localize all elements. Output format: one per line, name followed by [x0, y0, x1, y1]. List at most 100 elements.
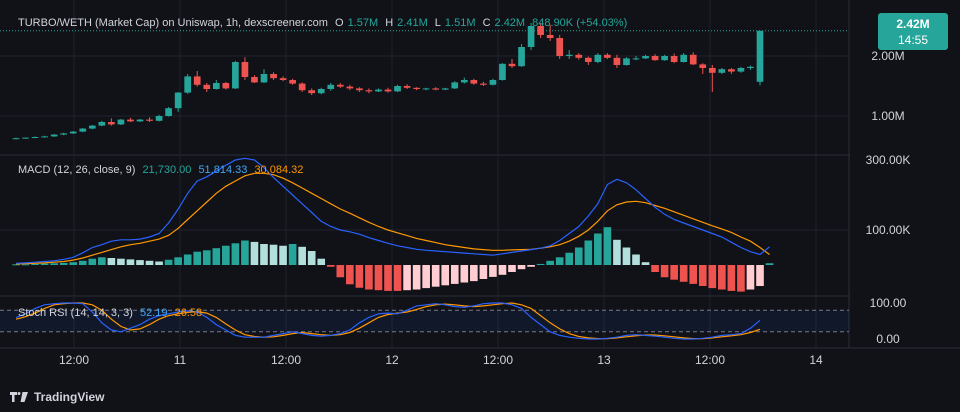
macd-histogram-bar	[164, 259, 173, 265]
macd-histogram-bar	[622, 247, 631, 265]
macd-histogram-bar	[231, 243, 240, 265]
macd-histogram-bar	[422, 265, 430, 289]
macd-histogram-bar	[765, 263, 774, 265]
candle-body	[327, 84, 335, 89]
macd-histogram-bar	[584, 240, 593, 265]
macd-histogram-bar	[31, 263, 39, 265]
candle-body	[518, 47, 525, 67]
stoch-tick-label: 0.00	[876, 332, 900, 346]
macd-histogram-bar	[403, 265, 411, 291]
macd-histogram-bar	[260, 244, 268, 265]
macd-histogram-bar	[641, 262, 650, 265]
macd-histogram-bar	[298, 246, 306, 265]
high-label: H	[385, 17, 394, 29]
macd-histogram-bar	[718, 265, 726, 290]
macd-histogram-bar	[288, 244, 297, 265]
tradingview-branding[interactable]: TradingView	[10, 390, 104, 404]
macd-line-value: 51,814.33	[198, 164, 248, 176]
macd-histogram-bar	[250, 241, 259, 265]
macd-histogram-bar	[21, 264, 30, 266]
candle-body	[108, 122, 115, 125]
macd-histogram-bar	[40, 263, 49, 265]
macd-histogram-bar	[355, 265, 364, 288]
candle-body	[50, 134, 58, 137]
time-tick-label: 13	[597, 353, 611, 367]
candle-body	[356, 88, 363, 91]
macd-histogram-bar	[527, 265, 535, 267]
candle-body	[413, 87, 420, 89]
candle-body	[747, 66, 754, 68]
candle-body	[251, 77, 258, 83]
tradingview-logo-icon	[10, 392, 28, 402]
candle-body	[203, 84, 211, 89]
candle-body	[728, 69, 735, 72]
candle-body	[489, 80, 497, 85]
candle-body	[336, 84, 344, 87]
stoch-k-value: 52.19	[140, 307, 168, 319]
candle-body	[60, 133, 68, 135]
candle-body	[317, 89, 325, 94]
stoch-label: Stoch RSI (14, 14, 3, 3)	[18, 307, 133, 319]
candle-body	[632, 58, 640, 60]
candle-body	[422, 88, 430, 90]
time-tick-label: 12:00	[59, 353, 89, 367]
candle-body	[508, 63, 516, 67]
macd-histogram-bar	[107, 258, 116, 265]
candle-body	[470, 80, 478, 84]
close-value: 2.42M	[494, 17, 526, 29]
macd-histogram-bar	[212, 248, 221, 265]
candle-body	[365, 90, 373, 92]
macd-legend: MACD (12, 26, close, 9) 21,730.00 51,814…	[18, 164, 307, 176]
macd-histogram-bar	[660, 265, 669, 278]
macd-histogram-bar	[193, 251, 202, 265]
symbol-title: TURBO/WETH (Market Cap) on Uniswap, 1h, …	[18, 17, 328, 29]
candle-body	[79, 128, 87, 132]
macd-signal-line	[15, 172, 770, 265]
macd-histogram-bar	[689, 265, 698, 284]
candle-body	[651, 56, 659, 61]
macd-histogram-bar	[202, 250, 211, 265]
macd-histogram-bar	[117, 258, 125, 265]
candle-body	[98, 122, 106, 126]
candle-body	[604, 54, 611, 58]
candle-body	[298, 83, 306, 91]
last-price-tag: 2.42M 14:55	[878, 13, 948, 50]
candle-body	[565, 54, 573, 56]
macd-histogram-bar	[412, 265, 421, 290]
candle-body	[451, 82, 459, 89]
candle-body	[222, 83, 230, 89]
candle-body	[193, 76, 201, 85]
candle-body	[642, 56, 649, 59]
close-label: C	[482, 17, 491, 29]
candle-body	[441, 88, 449, 90]
candle-body	[480, 83, 487, 85]
macd-histogram-bar	[737, 265, 745, 292]
candle-body	[546, 35, 554, 38]
macd-histogram-bar	[346, 265, 354, 285]
candle-body	[41, 136, 48, 138]
macd-histogram-bar	[365, 265, 373, 290]
macd-histogram-bar	[470, 265, 478, 282]
macd-histogram-bar	[155, 261, 163, 265]
macd-histogram-bar	[98, 257, 106, 265]
price-tick-label: 2.00M	[871, 49, 904, 63]
macd-histogram-bar	[279, 245, 287, 265]
macd-hist-value: 21,730.00	[142, 164, 192, 176]
macd-histogram-bar	[460, 265, 469, 283]
candle-body	[403, 86, 411, 88]
candle-body	[537, 26, 544, 35]
candle-body	[680, 54, 688, 62]
change-value: 848.90K (+54.03%)	[532, 17, 628, 29]
macd-signal-value: 30,084.32	[254, 164, 304, 176]
macd-tick-label: 100.00K	[866, 223, 911, 237]
open-value: 1.57M	[347, 17, 379, 29]
candle-body	[384, 89, 392, 92]
candle-body	[212, 83, 220, 89]
macd-histogram-bar	[756, 265, 764, 286]
candle-body	[69, 131, 77, 134]
macd-histogram-bar	[508, 265, 516, 272]
tradingview-brand: TradingView	[34, 390, 105, 404]
macd-histogram-bar	[489, 265, 497, 277]
